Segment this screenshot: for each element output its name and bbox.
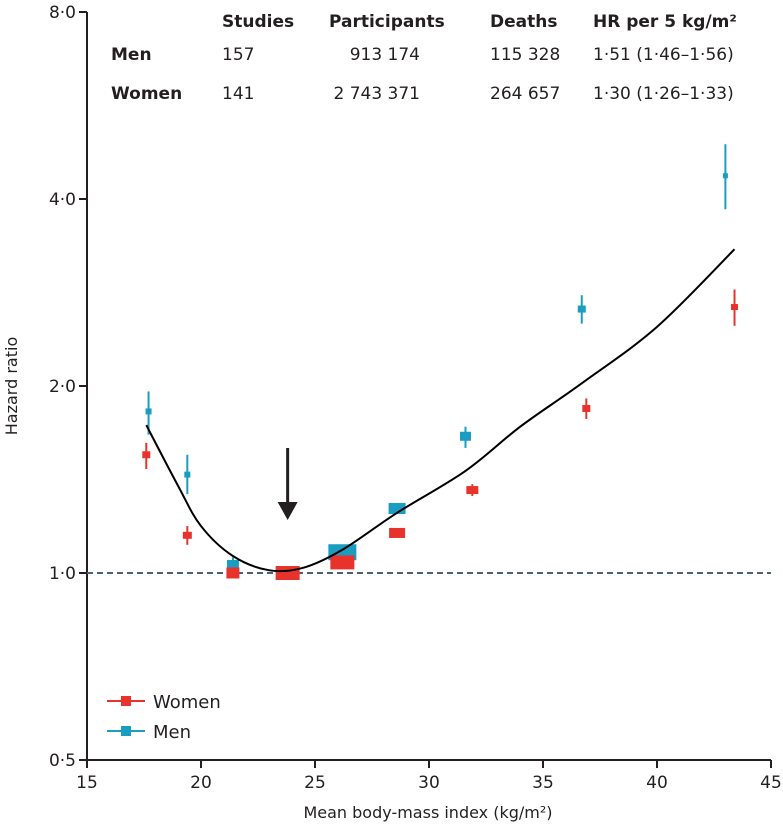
x-tick-label: 20 (190, 773, 212, 793)
legend-men-label: Men (153, 722, 191, 743)
y-tick-label: 4·0 (49, 190, 76, 210)
x-tick-label: 25 (304, 773, 326, 793)
x-tick-label: 30 (418, 773, 440, 793)
legend-women-label: Women (153, 692, 221, 713)
summary-table: Studies Participants Deaths HR per 5 kg/… (111, 12, 737, 104)
women-point (731, 304, 739, 311)
women-studies: 141 (222, 84, 254, 104)
women-point (582, 404, 591, 412)
table-header-participants: Participants (329, 12, 445, 32)
table-header-deaths: Deaths (490, 12, 557, 32)
men-deaths: 115 328 (490, 45, 560, 65)
table-header-studies: Studies (222, 12, 294, 32)
men-point (184, 471, 191, 478)
y-tick-label: 1·0 (49, 564, 76, 584)
men-point (226, 560, 239, 571)
legend-women-marker (121, 696, 131, 706)
row-label-women: Women (111, 84, 182, 104)
y-axis-label: Hazard ratio (2, 337, 21, 435)
data-marks (87, 144, 771, 580)
men-hr: 1·51 (1·46–1·56) (593, 45, 734, 65)
women-participants: 2 743 371 (333, 84, 420, 104)
y-tick-label: 8·0 (49, 3, 76, 23)
x-tick-label: 45 (760, 773, 782, 793)
row-label-men: Men (111, 45, 152, 65)
legend: Women Men (107, 692, 221, 743)
legend-men-marker (121, 726, 131, 736)
women-point (330, 555, 355, 570)
table-header-hr: HR per 5 kg/m² (593, 12, 737, 32)
women-deaths: 264 657 (490, 84, 560, 104)
x-tick-label: 15 (76, 773, 98, 793)
men-point (145, 408, 152, 415)
fitted-curve (145, 248, 736, 573)
x-tick-label: 40 (646, 773, 668, 793)
women-point (226, 567, 240, 579)
men-participants: 913 174 (350, 45, 420, 65)
x-tick-label: 35 (532, 773, 554, 793)
women-hr: 1·30 (1·26–1·33) (593, 84, 734, 104)
men-point (388, 503, 406, 515)
women-point (389, 527, 406, 538)
men-point (722, 173, 728, 179)
women-point (182, 531, 192, 539)
x-axis-label: Mean body-mass index (kg/m²) (303, 803, 552, 822)
women-point (466, 486, 479, 495)
men-point (459, 431, 471, 441)
arrow-down-icon (277, 502, 298, 520)
axes: 15 20 25 30 35 40 45 0·5 1·0 2·0 4·0 8·0 (49, 3, 782, 793)
women-point (275, 566, 300, 580)
women-point (142, 451, 151, 459)
y-tick-label: 2·0 (49, 377, 76, 397)
men-studies: 157 (222, 45, 254, 65)
men-point (577, 305, 586, 313)
y-tick-label: 0·5 (49, 751, 76, 771)
